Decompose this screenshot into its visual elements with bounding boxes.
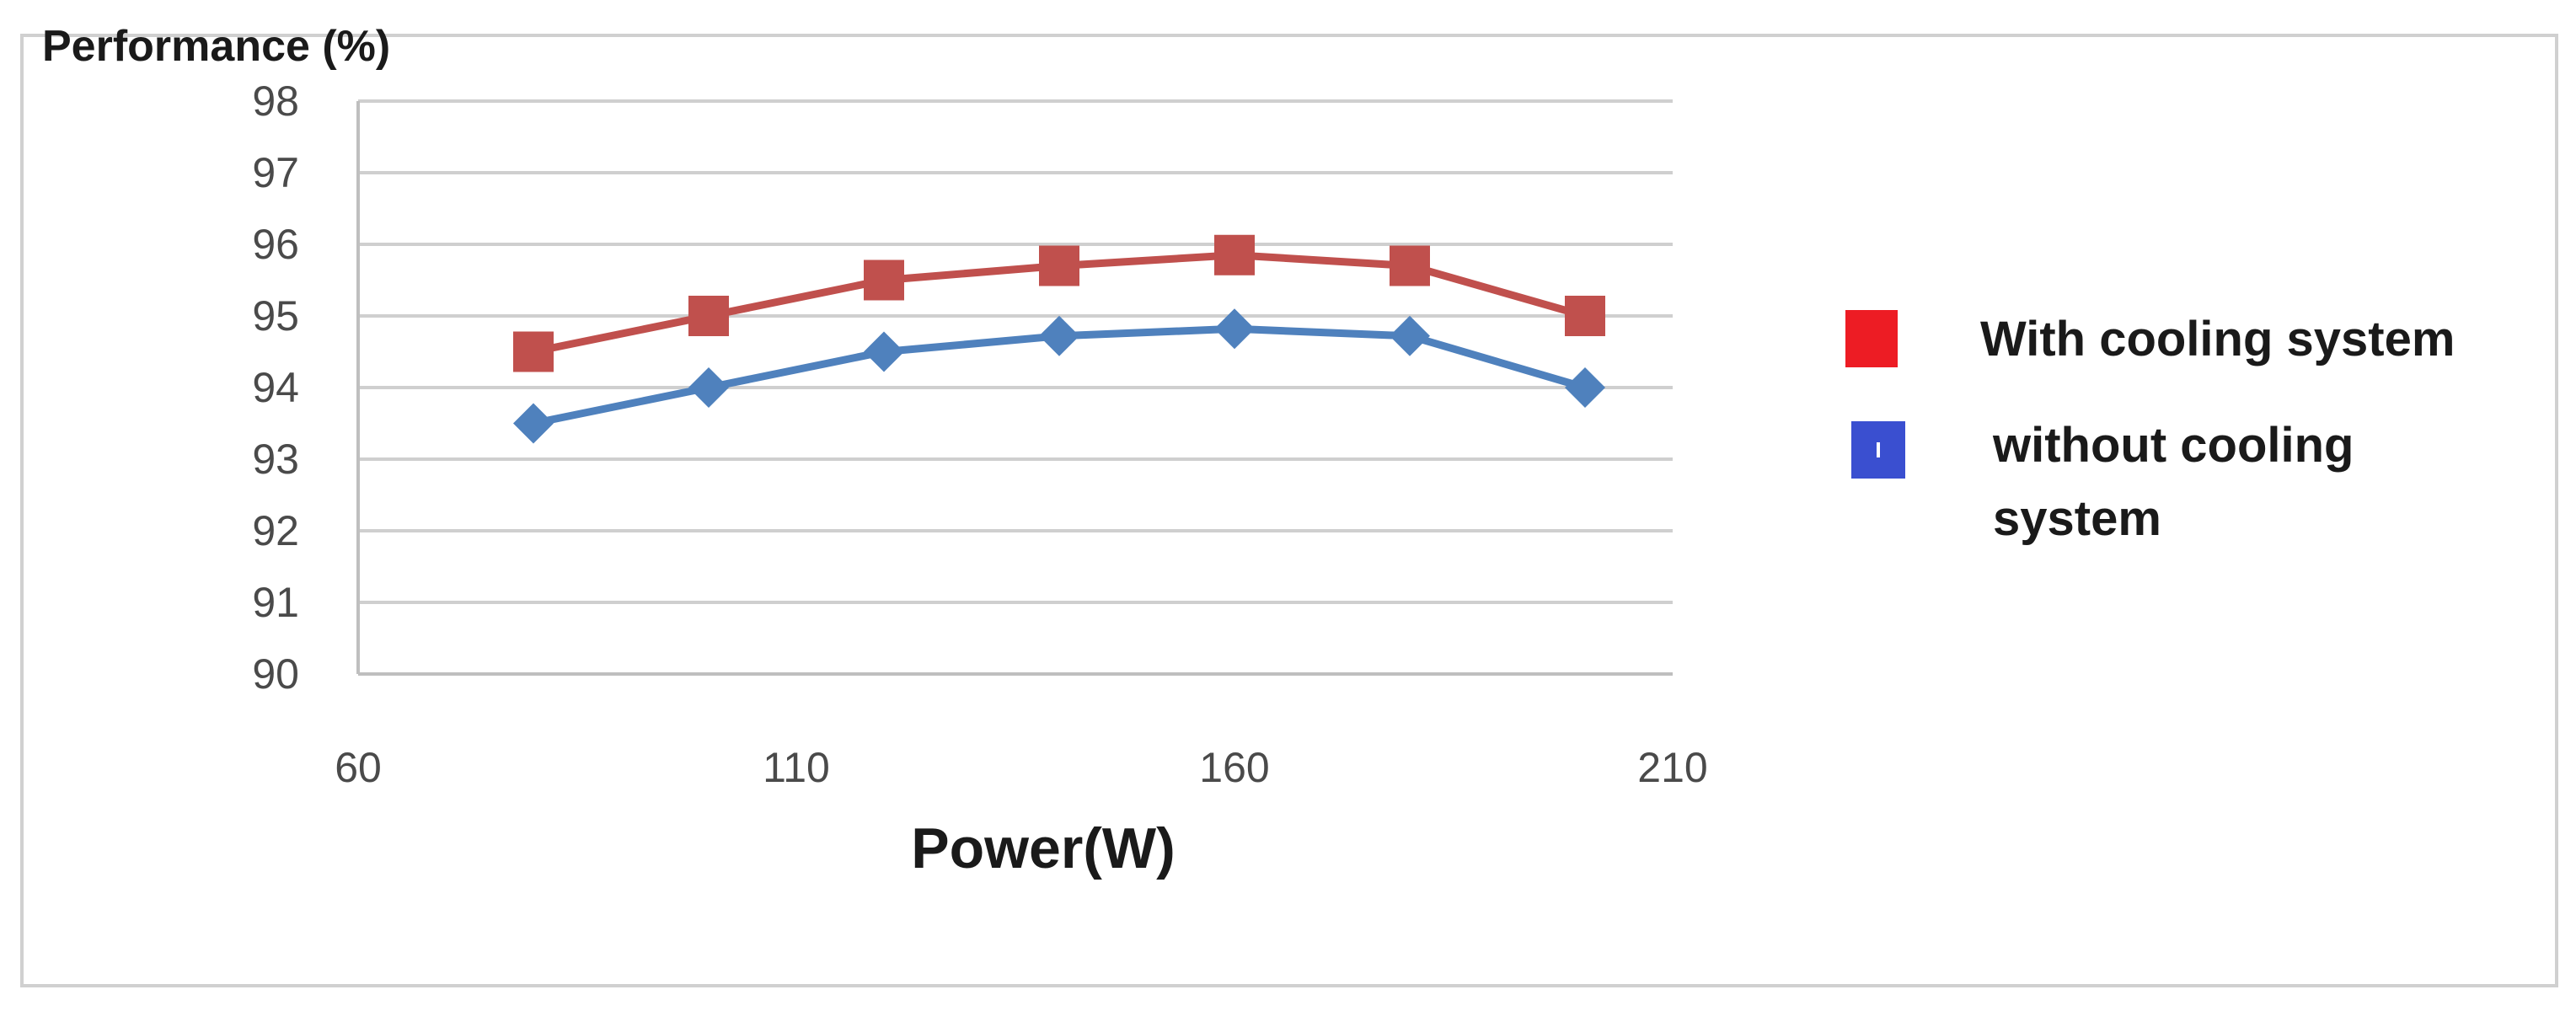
legend-label: without cooling [1992, 418, 2354, 473]
y-axis-ticks: 90 91 92 93 94 95 96 97 98 [252, 78, 299, 698]
legend-label: With cooling system [1980, 312, 2455, 366]
y-tick-label: 96 [252, 221, 299, 268]
y-axis-label: Performance (%) [42, 22, 390, 71]
legend-swatch-mark [1877, 442, 1880, 457]
data-point [688, 296, 729, 336]
plot-area [513, 234, 1605, 444]
y-tick-label: 91 [252, 579, 299, 626]
x-tick-label: 60 [335, 744, 382, 791]
x-tick-label: 160 [1199, 744, 1269, 791]
y-tick-label: 97 [252, 149, 299, 196]
data-point [1390, 315, 1430, 356]
data-point [1390, 245, 1430, 286]
axes [356, 101, 1673, 676]
y-tick-label: 94 [252, 364, 299, 411]
data-point [688, 367, 729, 408]
legend-swatch [1845, 310, 1898, 367]
data-point [1565, 296, 1605, 336]
chart-frame [20, 34, 2558, 987]
data-point [513, 331, 554, 372]
x-tick-label: 210 [1637, 744, 1707, 791]
x-axis-ticks: 60 110 160 210 [335, 744, 1708, 791]
data-point [1039, 245, 1079, 286]
data-point [1214, 234, 1255, 275]
grid [358, 99, 1673, 604]
legend-item: With cooling system [1845, 310, 2455, 367]
y-tick-label: 90 [252, 650, 299, 698]
series-with-cooling [513, 234, 1605, 372]
y-tick-label: 98 [252, 78, 299, 125]
legend-item: without cooling system [1851, 418, 2354, 546]
y-tick-label: 93 [252, 436, 299, 483]
y-tick-label: 95 [252, 292, 299, 340]
data-point [864, 259, 904, 301]
data-point [864, 331, 904, 372]
legend-label: system [1993, 491, 2161, 546]
data-point [1214, 308, 1255, 350]
series-without-cooling [513, 308, 1605, 444]
x-axis-label: Power(W) [911, 816, 1176, 880]
x-tick-label: 110 [763, 744, 830, 791]
data-point [513, 403, 554, 444]
y-tick-label: 92 [252, 507, 299, 554]
data-point [1565, 367, 1605, 408]
data-point [1039, 315, 1079, 356]
legend: With cooling system without cooling system [1845, 310, 2455, 546]
